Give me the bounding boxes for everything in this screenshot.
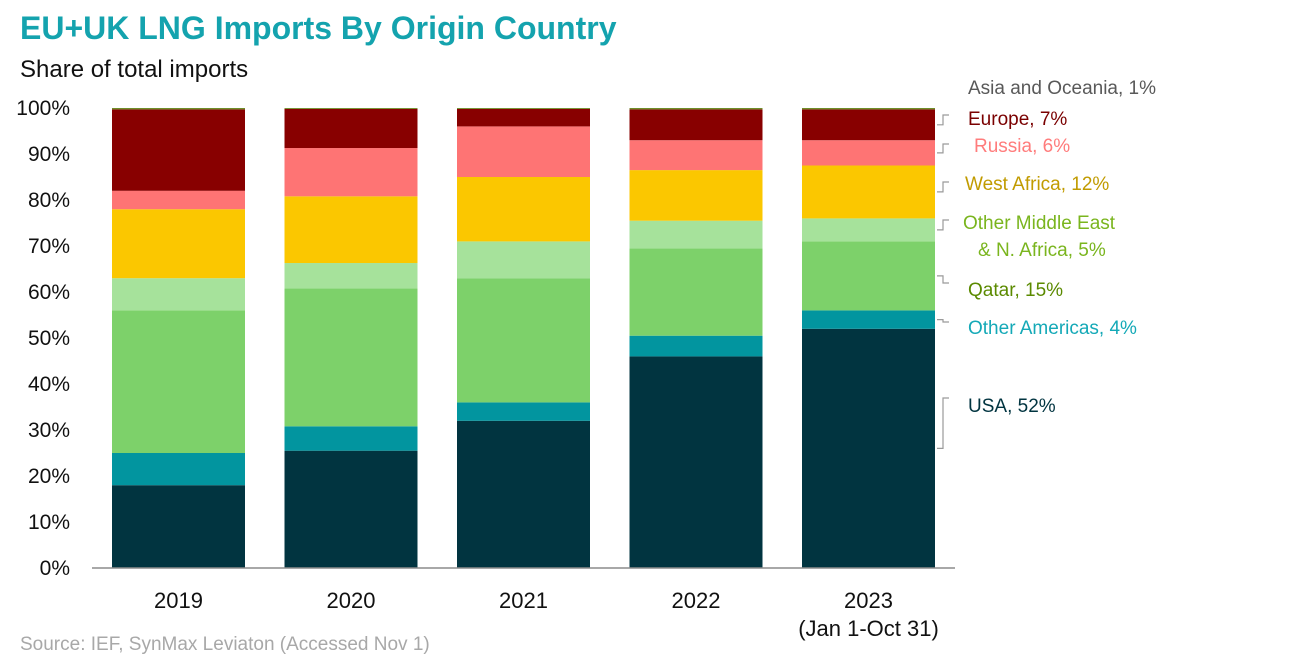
chart-title: EU+UK LNG Imports By Origin Country [20,10,617,46]
bar-segment [629,170,763,221]
bar-segment [457,108,590,127]
leader-line [937,397,949,449]
x-axis-categories: 2019 2020 2021 2022 2023 (Jan 1-Oct 31) [154,588,939,641]
bar-segment [112,278,245,311]
bar-segment [284,288,418,427]
x-category-label: 2023 [844,588,893,613]
leader-line [937,275,949,284]
x-category-sublabel: (Jan 1-Oct 31) [798,616,939,641]
y-tick-label: 60% [28,281,70,304]
bar-segment [802,328,935,568]
y-tick-label: 80% [28,189,70,212]
bars [112,108,935,568]
series-label-line2: & N. Africa, 5% [978,240,1106,261]
bar-segment [112,108,245,110]
series-label: Other Middle East [963,213,1116,234]
series-label: Europe, 7% [968,109,1067,130]
bar-segment [802,310,935,329]
y-tick-label: 100% [16,97,70,120]
y-axis-ticks: 0% 10% 20% 30% 40% 50% 60% 70% 80% 90% 100% [16,97,70,580]
bar-segment [284,196,418,264]
bar-segment [112,453,245,486]
bar-segment [802,165,935,219]
series-label: West Africa, 12% [965,174,1109,195]
bar-segment [629,108,763,110]
y-tick-label: 30% [28,419,70,442]
bar-segment [457,278,590,403]
y-tick-label: 50% [28,327,70,350]
bar-segment [802,108,935,110]
x-category-label: 2021 [499,588,548,613]
bar-segment [629,335,763,357]
bar-segment [112,190,245,210]
bar-segment [112,209,245,279]
chart-subtitle: Share of total imports [20,56,249,83]
y-tick-label: 20% [28,465,70,488]
y-tick-label: 0% [40,557,70,580]
bar-segment [802,218,935,242]
y-tick-label: 90% [28,143,70,166]
bar-segment [629,248,763,336]
bar-segment [457,241,590,279]
y-tick-label: 10% [28,511,70,534]
bar-segment [284,108,418,109]
leader-line [937,181,949,193]
series-labels: USA, 52% Other Americas, 4% Qatar, 15% Othe… [937,78,1156,449]
x-category-label: 2019 [154,588,203,613]
leader-line [937,219,949,231]
bar-segment [284,148,418,197]
bar-segment [629,140,763,171]
bar-segment [284,450,418,568]
leader-line [937,114,949,126]
bar-segment [284,108,418,149]
y-tick-label: 70% [28,235,70,258]
bar-segment [802,241,935,311]
bar-segment [457,402,590,421]
series-label: Qatar, 15% [968,280,1063,301]
bar-segment [629,220,763,249]
bar-segment [112,109,245,191]
bar-segment [284,426,418,451]
series-label: Asia and Oceania, 1% [968,78,1156,99]
leader-line [937,319,949,323]
bar-segment [457,126,590,177]
leader-line [937,143,949,154]
bar-segment [112,485,245,568]
bar-segment [802,140,935,166]
bar-segment [802,109,935,141]
bar-segment [284,263,418,289]
bar-segment [112,310,245,453]
bar-segment [629,109,763,141]
source-note: Source: IEF, SynMax Leviaton (Accessed N… [20,634,430,655]
bar-segment [629,356,763,568]
y-tick-label: 40% [28,373,70,396]
series-label: USA, 52% [968,396,1056,417]
series-label: Other Americas, 4% [968,318,1137,339]
bar-segment [457,420,590,568]
x-category-label: 2022 [672,588,721,613]
x-category-label: 2020 [327,588,376,613]
bar-segment [457,108,590,109]
bar-segment [457,177,590,242]
series-label: Russia, 6% [974,136,1070,157]
